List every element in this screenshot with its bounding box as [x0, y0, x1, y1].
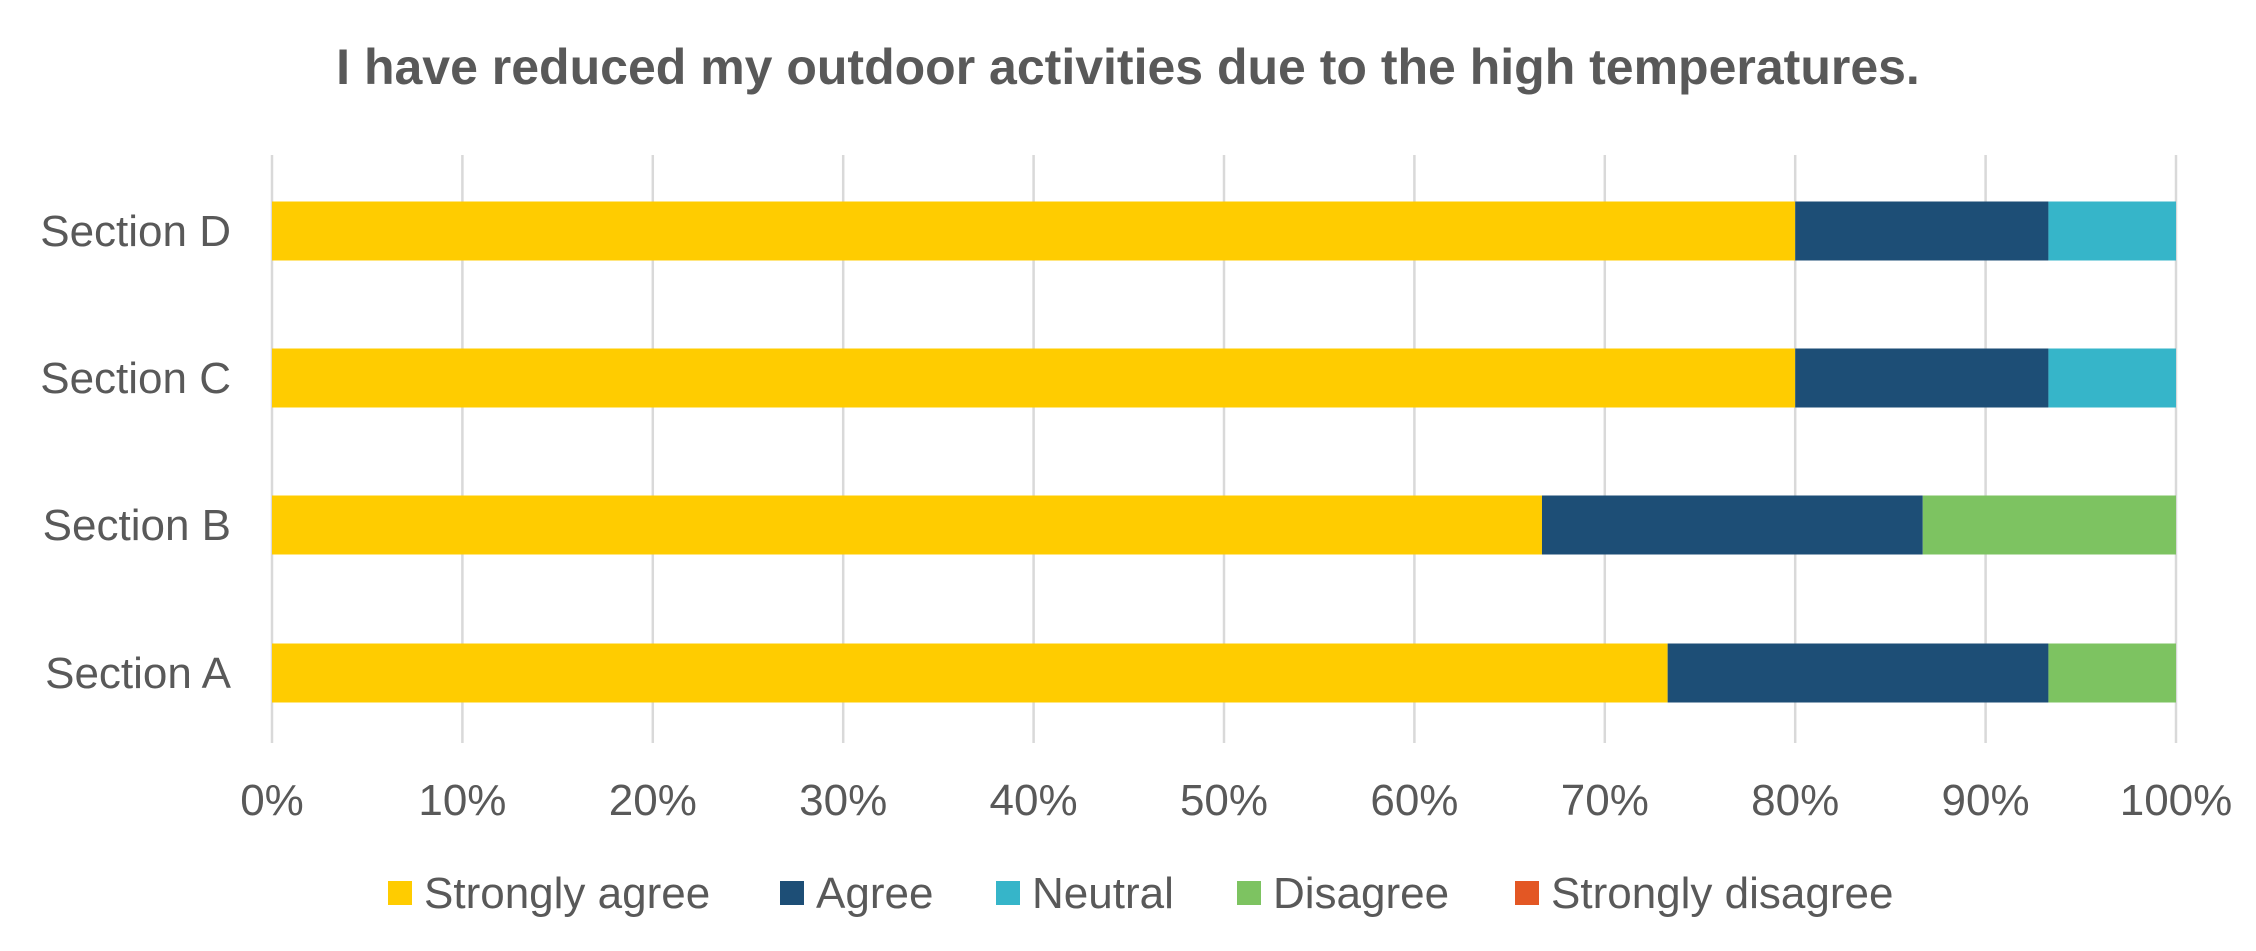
chart-title: I have reduced my outdoor activities due…	[336, 39, 1920, 95]
x-tick-label: 60%	[1370, 776, 1458, 825]
legend-label: Strongly agree	[424, 869, 710, 918]
x-tick-label: 50%	[1180, 776, 1268, 825]
bar-segment	[272, 201, 1796, 261]
x-tick-label: 30%	[799, 776, 887, 825]
x-axis-tick-labels: 0% 10% 20% 30% 40% 50% 60% 70% 80% 90% 100%	[240, 776, 2232, 825]
bar-segment	[272, 348, 1796, 408]
bar-segment	[1541, 495, 1923, 555]
bar-segment	[1795, 201, 2049, 261]
legend-label: Disagree	[1273, 869, 1449, 918]
legend-label: Neutral	[1032, 869, 1174, 918]
x-tick-label: 20%	[609, 776, 697, 825]
category-label: Section A	[45, 649, 232, 698]
legend-swatch	[996, 881, 1020, 905]
category-label: Section D	[40, 207, 231, 256]
legend-label: Agree	[816, 869, 933, 918]
legend-swatch	[780, 881, 804, 905]
legend-swatch	[1515, 881, 1539, 905]
bar-segment	[272, 643, 1668, 703]
x-tick-label: 0%	[240, 776, 304, 825]
x-tick-label: 70%	[1561, 776, 1649, 825]
bar-segment	[1922, 495, 2176, 555]
legend-swatch	[1237, 881, 1261, 905]
x-tick-label: 10%	[418, 776, 506, 825]
bar-segment	[272, 495, 1542, 555]
x-tick-label: 100%	[2120, 776, 2233, 825]
x-tick-label: 40%	[990, 776, 1078, 825]
bar-segment	[1667, 643, 2049, 703]
bar-segment	[2048, 201, 2176, 261]
category-label: Section B	[43, 501, 231, 550]
legend: Strongly agree Agree Neutral Disagree Strong…	[388, 869, 1893, 918]
category-label: Section C	[40, 354, 231, 403]
legend-label: Strongly disagree	[1551, 869, 1893, 918]
x-tick-label: 80%	[1751, 776, 1839, 825]
x-tick-label: 90%	[1942, 776, 2030, 825]
category-labels: Section D Section C Section B Section A	[40, 207, 231, 698]
bar-segment	[2048, 348, 2176, 408]
bar-segment	[1795, 348, 2049, 408]
legend-swatch	[388, 881, 412, 905]
bar-segment	[2048, 643, 2176, 703]
bars	[272, 201, 2176, 703]
